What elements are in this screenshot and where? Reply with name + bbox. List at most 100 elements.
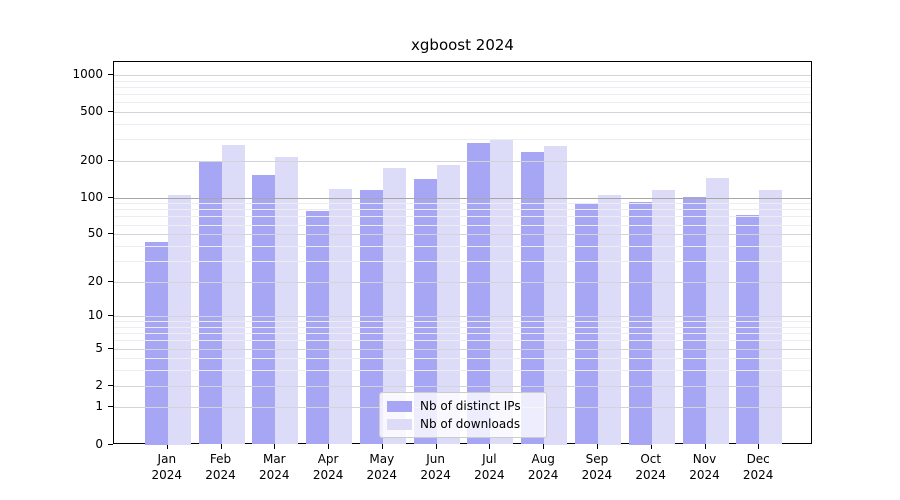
x-tick-month: Jul	[482, 452, 497, 466]
x-tick-month: Mar	[262, 452, 286, 466]
x-tick-month: Oct	[640, 452, 662, 466]
bar-downloads	[705, 177, 729, 445]
bar-downloads	[759, 190, 783, 445]
x-axis-tick	[758, 444, 760, 449]
gridline-major	[114, 74, 811, 76]
y-axis-tick-label: 2	[95, 377, 103, 392]
y-axis-tick	[108, 384, 113, 386]
x-tick-year: 2024	[581, 468, 613, 482]
x-axis-tick-label: Mar 2024	[244, 451, 304, 483]
gridline-minor	[114, 80, 811, 82]
x-tick-month: Apr	[317, 452, 339, 466]
plot-area	[113, 61, 812, 445]
x-tick-year: 2024	[151, 468, 183, 482]
x-tick-year: 2024	[635, 468, 666, 482]
x-axis-tick	[381, 444, 383, 449]
y-axis-tick-label: 200	[80, 152, 103, 167]
x-tick-year: 2024	[259, 468, 290, 482]
x-axis-tick-label: Oct 2024	[621, 451, 681, 483]
x-axis-tick-label: May 2024	[352, 451, 412, 483]
x-tick-month: Sep	[585, 452, 609, 466]
x-tick-month: May	[369, 452, 395, 466]
legend-swatch-distinct-ips	[387, 400, 412, 412]
x-tick-year: 2024	[689, 468, 720, 482]
x-tick-year: 2024	[366, 468, 398, 482]
x-tick-month: Jan	[157, 452, 177, 466]
bar-downloads	[544, 146, 568, 445]
gridline-minor	[114, 260, 811, 262]
chart-title: xgboost 2024	[411, 36, 514, 54]
bar-downloads	[382, 167, 406, 445]
x-tick-month: Nov	[692, 452, 717, 466]
y-axis-tick-label: 500	[80, 103, 103, 118]
y-axis-tick	[108, 280, 113, 282]
bar-distinct-ips	[198, 161, 222, 445]
y-axis-tick-label: 1000	[72, 66, 103, 81]
y-axis-tick-label: 20	[87, 273, 103, 288]
gridline-minor	[114, 340, 811, 342]
x-axis-tick	[489, 444, 491, 449]
x-axis-tick-label: Dec 2024	[728, 451, 788, 483]
legend-item-distinct-ips: Nb of distinct IPs	[387, 399, 546, 413]
y-axis-tick	[108, 406, 113, 408]
bar-downloads	[275, 156, 299, 445]
x-axis-tick-label: Nov 2024	[675, 451, 735, 483]
y-axis-tick	[108, 315, 113, 317]
gridline-minor	[114, 123, 811, 125]
gridline-major	[114, 385, 811, 387]
x-axis-tick-label: Apr 2024	[298, 451, 358, 483]
x-axis-tick	[650, 444, 652, 449]
x-axis-tick	[166, 444, 168, 449]
y-axis-tick-label: 5	[95, 340, 103, 355]
gridline-minor	[114, 326, 811, 328]
gridline-major	[114, 111, 811, 113]
legend-label-distinct-ips: Nb of distinct IPs	[420, 399, 521, 413]
gridline-minor	[114, 245, 811, 247]
gridline-minor	[114, 321, 811, 323]
x-tick-year: 2024	[742, 468, 774, 482]
gridline-major	[114, 316, 811, 318]
y-axis-tick-label: 100	[80, 189, 103, 204]
bar-distinct-ips	[359, 190, 383, 445]
y-axis-tick	[108, 233, 113, 235]
x-tick-month: Jun	[426, 452, 445, 466]
bar-distinct-ips	[736, 214, 760, 445]
y-axis-tick	[108, 73, 113, 75]
x-tick-year: 2024	[527, 468, 559, 482]
x-axis-tick	[704, 444, 706, 449]
legend-label-downloads: Nb of downloads	[420, 417, 521, 431]
x-axis-tick	[274, 444, 276, 449]
x-tick-month: Aug	[531, 452, 555, 466]
gridline-major	[114, 281, 811, 283]
gridline-major	[114, 160, 811, 162]
bar-distinct-ips	[574, 203, 598, 445]
gridline-minor	[114, 139, 811, 141]
gridline-minor	[114, 358, 811, 360]
bar-distinct-ips	[144, 242, 168, 445]
bar-distinct-ips	[628, 202, 652, 445]
x-tick-year: 2024	[420, 468, 451, 482]
y-axis-tick	[108, 347, 113, 349]
gridline-minor	[114, 370, 811, 372]
y-axis-tick-label: 0	[95, 436, 103, 451]
x-tick-year: 2024	[474, 468, 505, 482]
gridline-minor	[114, 86, 811, 88]
x-axis-tick	[596, 444, 598, 449]
bar-downloads	[651, 190, 675, 445]
legend-swatch-downloads	[387, 418, 412, 430]
gridline-major	[114, 234, 811, 236]
x-axis-tick	[220, 444, 222, 449]
x-axis-tick	[435, 444, 437, 449]
x-axis-tick-label: Jun 2024	[406, 451, 466, 483]
bar-distinct-ips	[467, 142, 491, 445]
x-axis-tick-label: Jan 2024	[137, 451, 197, 483]
bar-distinct-ips	[682, 197, 706, 445]
legend: Nb of distinct IPs Nb of downloads	[379, 392, 547, 438]
y-axis-tick-label: 10	[87, 308, 103, 323]
bar-distinct-ips	[413, 178, 437, 445]
y-axis-tick-label: 1	[95, 399, 103, 414]
x-axis-tick-label: Aug 2024	[513, 451, 573, 483]
x-axis-tick-label: Sep 2024	[567, 451, 627, 483]
x-axis-tick	[328, 444, 330, 449]
